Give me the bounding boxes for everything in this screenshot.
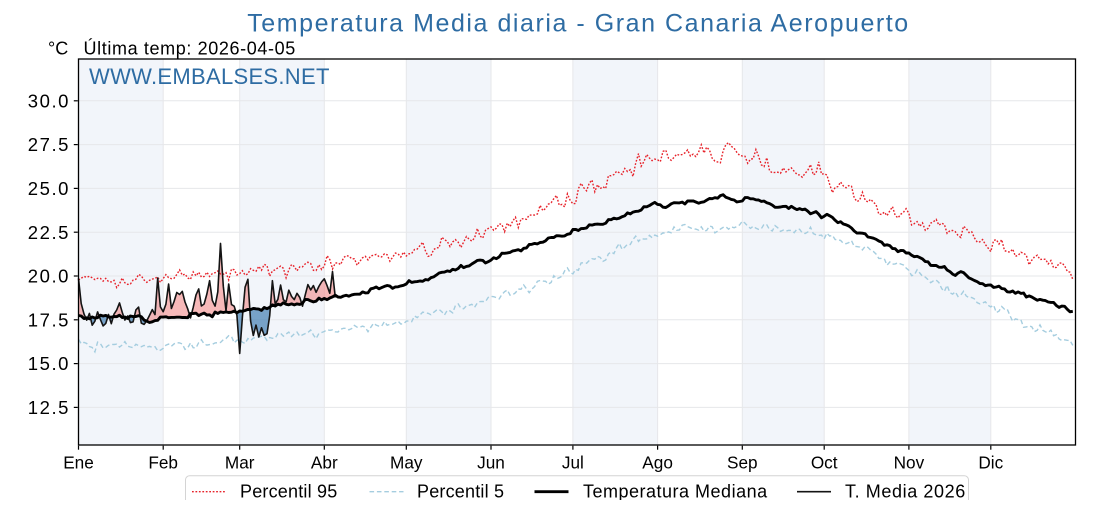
svg-text:Abr: Abr (311, 453, 338, 473)
svg-text:Ago: Ago (642, 453, 673, 473)
svg-text:WWW.EMBALSES.NET: WWW.EMBALSES.NET (89, 64, 330, 89)
svg-text:Jul: Jul (562, 453, 584, 473)
svg-text:22.5: 22.5 (28, 222, 70, 243)
svg-text:Ene: Ene (63, 453, 94, 473)
svg-text:12.5: 12.5 (28, 397, 70, 418)
svg-text:May: May (390, 453, 423, 473)
svg-text:15.0: 15.0 (28, 353, 70, 374)
svg-text:Oct: Oct (811, 453, 838, 473)
svg-text:T. Media 2026: T. Media 2026 (845, 481, 966, 500)
svg-text:Percentil 5: Percentil 5 (417, 481, 504, 500)
svg-text:Dic: Dic (978, 453, 1003, 473)
svg-text:17.5: 17.5 (28, 309, 70, 330)
svg-text:Temperatura Media diaria - Gra: Temperatura Media diaria - Gran Canaria … (247, 10, 910, 38)
svg-text:27.5: 27.5 (28, 134, 70, 155)
svg-text:25.0: 25.0 (28, 178, 70, 199)
svg-text:Nov: Nov (894, 453, 925, 473)
svg-text:20.0: 20.0 (28, 266, 70, 287)
svg-text:Feb: Feb (148, 453, 178, 473)
svg-text:Mar: Mar (225, 453, 255, 473)
svg-text:°C: °C (48, 38, 68, 58)
svg-text:30.0: 30.0 (28, 90, 70, 111)
svg-text:Percentil 95: Percentil 95 (240, 481, 337, 500)
svg-text:Sep: Sep (727, 453, 758, 473)
svg-text:Jun: Jun (477, 453, 505, 473)
svg-text:Temperatura Mediana: Temperatura Mediana (583, 481, 768, 500)
svg-text:Última temp: 2026-04-05: Última temp: 2026-04-05 (84, 37, 296, 58)
